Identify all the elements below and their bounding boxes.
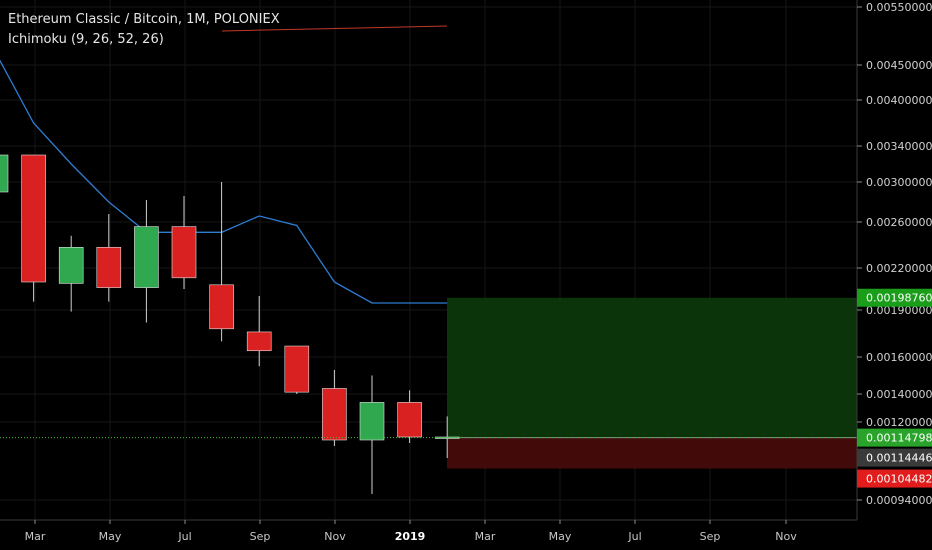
candle-body <box>209 284 234 330</box>
indicator-label: Ichimoku (9, 26, 52, 26) <box>8 32 164 47</box>
candle-body <box>322 388 347 441</box>
x-tick-label: 2019 <box>395 530 426 543</box>
x-tick-label: May <box>99 530 122 543</box>
price-badge-bg <box>857 469 932 488</box>
y-tick-label: 0.00340000 <box>866 140 932 153</box>
y-tick-label: 0.00120000 <box>866 416 932 429</box>
profit-zone <box>447 297 857 438</box>
candle <box>171 196 197 289</box>
price-badge-label: 0.00114798 <box>866 432 932 445</box>
ichimoku-line <box>0 59 448 304</box>
y-tick-label: 0.00190000 <box>866 304 932 317</box>
x-tick-label: Jul <box>627 530 641 543</box>
y-tick-label: 0.00140000 <box>866 388 932 401</box>
x-tick-label: Jul <box>177 530 191 543</box>
candle-body <box>134 226 159 288</box>
price-badge: 0.00114446 <box>857 448 932 467</box>
candle-body <box>246 331 272 352</box>
candle-body <box>171 226 197 279</box>
price-badge-bg <box>857 288 932 307</box>
candle <box>21 154 46 302</box>
loss-zone <box>447 437 857 469</box>
x-tick-label: Nov <box>775 530 797 543</box>
time-axis-labels[interactable]: Mar May Jul Sep Nov 2019 Mar May Jul Sep Nov <box>25 520 798 543</box>
chart-title: Ethereum Classic / Bitcoin, 1M, POLONIEX <box>8 12 280 27</box>
candle <box>359 375 385 494</box>
candle <box>322 369 347 446</box>
price-badge-label: 0.00198760 <box>866 292 932 305</box>
y-tick-label: 0.00450000 <box>866 59 932 72</box>
candle <box>134 200 159 323</box>
x-tick-label: Sep <box>250 530 271 543</box>
y-tick-label: 0.00400000 <box>866 94 932 107</box>
candle <box>209 182 234 342</box>
candle-body <box>58 247 84 284</box>
candle <box>284 345 310 394</box>
price-badge: 0.00104482 <box>857 469 932 488</box>
candle-body <box>284 345 310 393</box>
drawn-trend-line[interactable] <box>221 25 448 32</box>
chart-legend: Ethereum Classic / Bitcoin, 1M, POLONIEX… <box>8 10 280 50</box>
price-badge: 0.00198760 <box>857 288 932 307</box>
y-tick-label: 0.00260000 <box>866 216 932 229</box>
price-axis-labels: 0.00550000 0.00450000 0.00400000 0.00340000… <box>857 1 932 507</box>
candle-body <box>0 154 9 193</box>
candle <box>58 235 84 312</box>
y-tick-label: 0.00300000 <box>866 176 932 189</box>
price-badges: 0.00198760 0.00114798 0.00114446 0.00104482 <box>857 288 932 488</box>
x-tick-label: May <box>549 530 572 543</box>
y-tick-label: 0.00094000 <box>866 494 932 507</box>
candle <box>96 214 122 302</box>
candle-body <box>21 154 46 283</box>
x-tick-label: Sep <box>700 530 721 543</box>
y-tick-label: 0.00160000 <box>866 351 932 364</box>
y-tick-label: 0.00220000 <box>866 262 932 275</box>
x-tick-label: Mar <box>25 530 46 543</box>
x-tick-label: Mar <box>475 530 496 543</box>
candle-body <box>96 247 122 288</box>
position-zones[interactable] <box>447 297 857 469</box>
candle-body <box>359 402 385 441</box>
candle-body <box>397 402 422 438</box>
price-badge-bg <box>857 448 932 467</box>
price-badge-label: 0.00114446 <box>866 452 932 465</box>
price-badge-bg <box>857 428 932 447</box>
y-tick-label: 0.00550000 <box>866 1 932 14</box>
price-badge-label: 0.00104482 <box>866 473 932 486</box>
price-badge: 0.00114798 <box>857 428 932 447</box>
candle <box>0 154 9 193</box>
candles <box>0 154 460 494</box>
candle <box>246 296 272 367</box>
candle <box>397 390 422 443</box>
x-tick-label: Nov <box>324 530 346 543</box>
